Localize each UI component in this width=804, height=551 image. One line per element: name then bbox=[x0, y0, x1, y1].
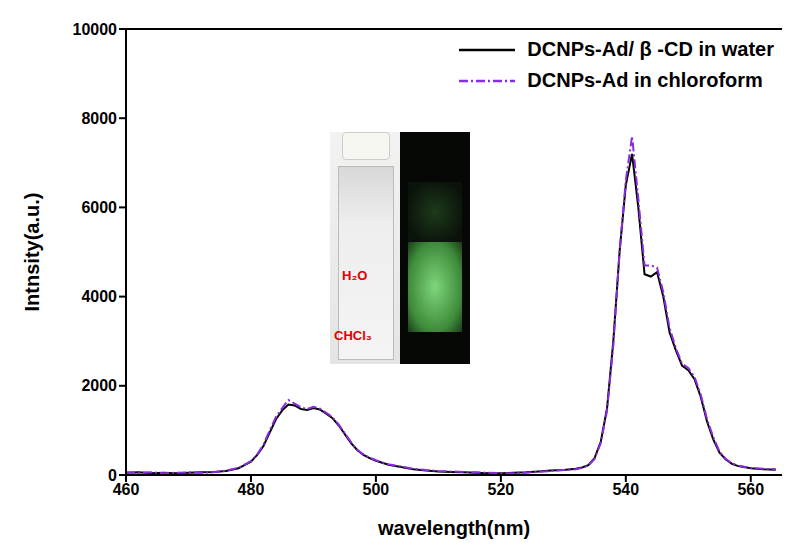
svg-text:6000: 6000 bbox=[81, 199, 117, 216]
svg-text:10000: 10000 bbox=[73, 21, 118, 38]
svg-text:520: 520 bbox=[488, 481, 515, 498]
svg-text:Intnsity(a.u.): Intnsity(a.u.) bbox=[21, 193, 43, 312]
html-text:H₂O: H₂O bbox=[342, 268, 368, 283]
svg-text:540: 540 bbox=[612, 481, 639, 498]
html-text:CHCl₃: CHCl₃ bbox=[334, 328, 372, 343]
svg-text:4000: 4000 bbox=[81, 288, 117, 305]
html-text:DCNPs-Ad in chloroform: DCNPs-Ad in chloroform bbox=[527, 69, 763, 91]
svg-text:460: 460 bbox=[113, 481, 140, 498]
svg-text:2000: 2000 bbox=[81, 377, 117, 394]
svg-text:8000: 8000 bbox=[81, 110, 117, 127]
svg-text:wavelength(nm): wavelength(nm) bbox=[377, 517, 530, 539]
html-text:DCNPs-Ad/ β -CD in water: DCNPs-Ad/ β -CD in water bbox=[527, 38, 774, 60]
svg-text:480: 480 bbox=[238, 481, 265, 498]
svg-text:560: 560 bbox=[737, 481, 764, 498]
svg-text:500: 500 bbox=[363, 481, 390, 498]
svg-text:0: 0 bbox=[108, 467, 117, 484]
